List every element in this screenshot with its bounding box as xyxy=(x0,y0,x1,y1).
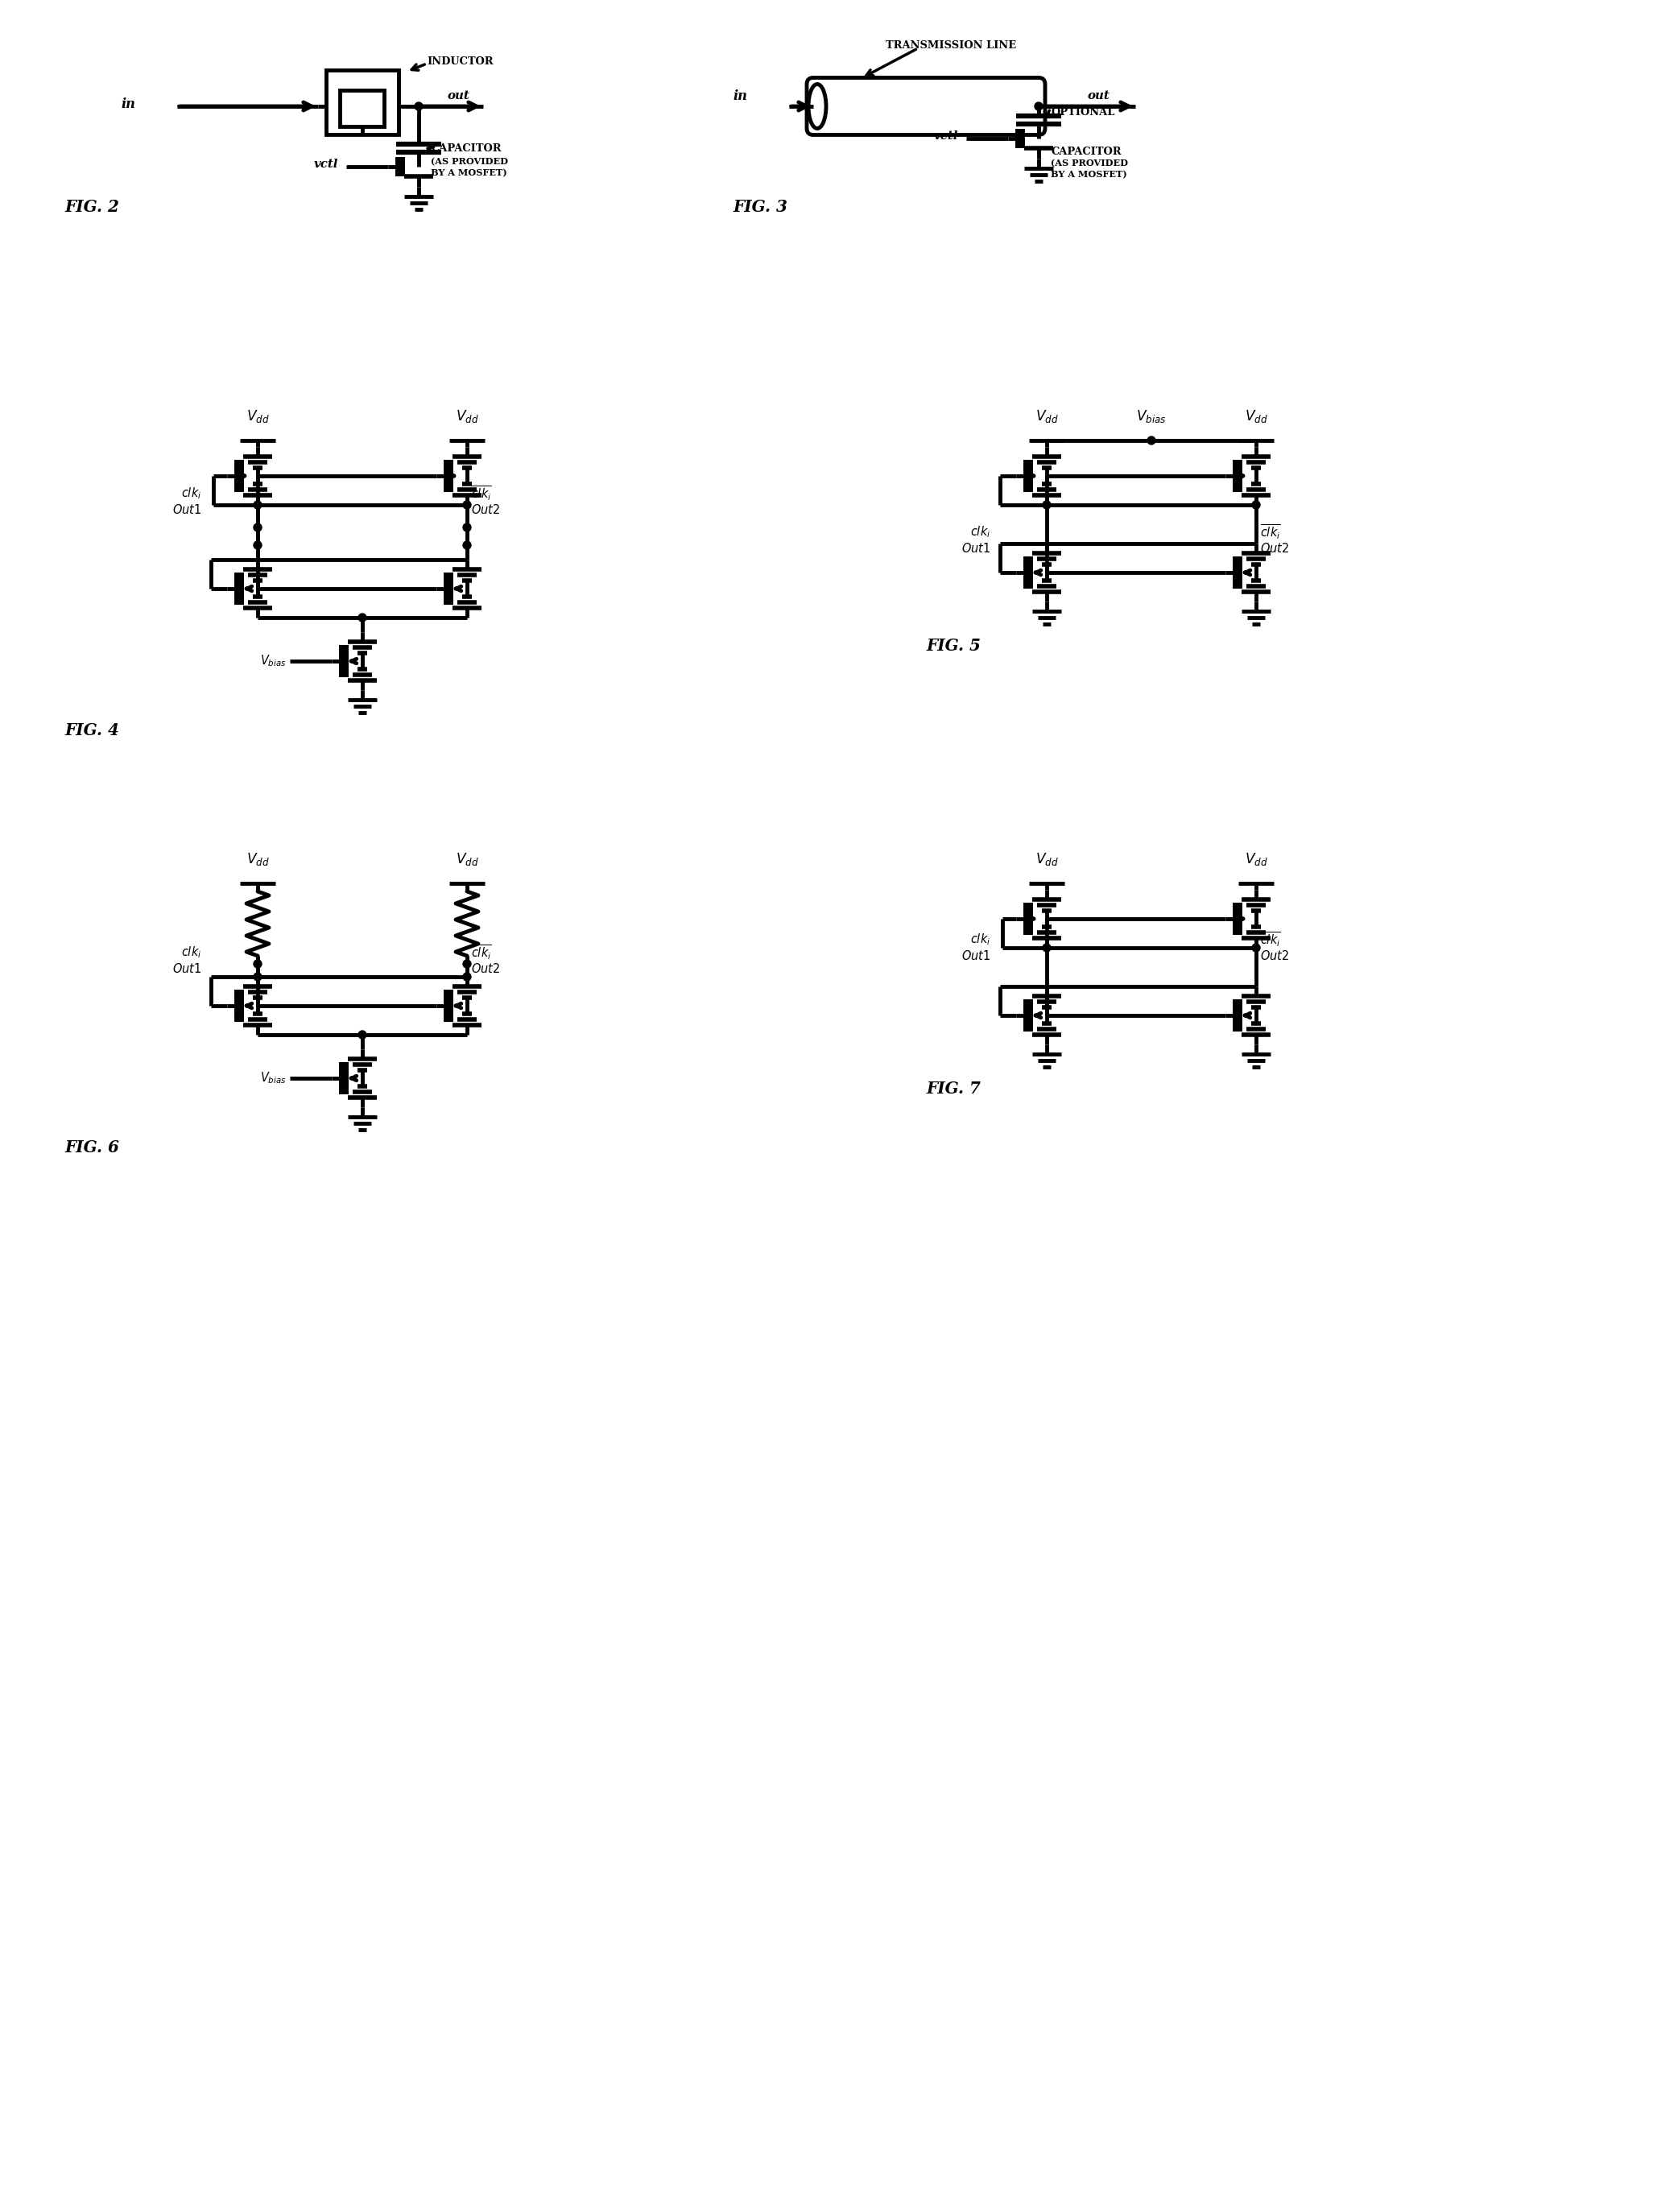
Circle shape xyxy=(463,542,471,549)
Circle shape xyxy=(253,973,261,980)
Text: $V_{dd}$: $V_{dd}$ xyxy=(1035,409,1058,425)
Text: $V_{dd}$: $V_{dd}$ xyxy=(1035,852,1058,867)
Text: $V_{bias}$: $V_{bias}$ xyxy=(260,653,286,668)
Circle shape xyxy=(253,960,261,969)
Circle shape xyxy=(1147,436,1155,445)
Text: FIG. 5: FIG. 5 xyxy=(926,637,980,655)
Text: $Out1$: $Out1$ xyxy=(962,542,990,555)
Bar xyxy=(341,91,385,126)
Text: $clk_i$: $clk_i$ xyxy=(182,487,202,502)
Text: $Out2$: $Out2$ xyxy=(1260,542,1289,555)
Text: $V_{dd}$: $V_{dd}$ xyxy=(456,409,479,425)
Bar xyxy=(326,71,398,135)
Circle shape xyxy=(359,613,367,622)
Circle shape xyxy=(253,524,261,531)
Text: vctl: vctl xyxy=(934,131,959,142)
Text: $Out1$: $Out1$ xyxy=(962,949,990,962)
Text: FIG. 7: FIG. 7 xyxy=(926,1082,980,1097)
Text: in: in xyxy=(121,97,136,111)
Circle shape xyxy=(463,960,471,969)
Text: FIG. 3: FIG. 3 xyxy=(732,199,787,215)
Text: $Out1$: $Out1$ xyxy=(172,962,202,975)
Text: $V_{dd}$: $V_{dd}$ xyxy=(456,852,479,867)
Ellipse shape xyxy=(808,84,826,128)
Text: $\overline{clk_i}$: $\overline{clk_i}$ xyxy=(471,484,491,502)
Circle shape xyxy=(1043,945,1051,951)
Circle shape xyxy=(463,524,471,531)
Circle shape xyxy=(253,542,261,549)
Text: TRANSMISSION LINE: TRANSMISSION LINE xyxy=(886,40,1017,51)
Text: in: in xyxy=(732,88,747,102)
Text: vctl: vctl xyxy=(314,159,339,170)
Text: $V_{dd}$: $V_{dd}$ xyxy=(246,852,269,867)
Text: $\overline{clk_i}$: $\overline{clk_i}$ xyxy=(1260,931,1281,949)
Text: INDUCTOR: INDUCTOR xyxy=(426,58,493,66)
Text: $Out2$: $Out2$ xyxy=(471,504,501,515)
Text: out: out xyxy=(446,91,469,102)
Circle shape xyxy=(1251,500,1260,509)
Circle shape xyxy=(463,500,471,509)
Text: $Out2$: $Out2$ xyxy=(1260,949,1289,962)
Text: FIG. 6: FIG. 6 xyxy=(64,1139,119,1155)
Text: BY A MOSFET): BY A MOSFET) xyxy=(1051,170,1127,179)
Text: $\overline{clk_i}$: $\overline{clk_i}$ xyxy=(471,942,491,962)
Text: $V_{bias}$: $V_{bias}$ xyxy=(1136,409,1167,425)
Text: out: out xyxy=(1088,91,1109,102)
Circle shape xyxy=(359,1031,367,1040)
Text: FIG. 2: FIG. 2 xyxy=(64,199,119,215)
Text: CAPACITOR: CAPACITOR xyxy=(1051,146,1121,157)
Text: $V_{dd}$: $V_{dd}$ xyxy=(1245,409,1268,425)
Text: $V_{bias}$: $V_{bias}$ xyxy=(260,1071,286,1086)
Text: $V_{dd}$: $V_{dd}$ xyxy=(246,409,269,425)
Text: $\overline{clk_i}$: $\overline{clk_i}$ xyxy=(1260,522,1281,542)
Text: BY A MOSFET): BY A MOSFET) xyxy=(431,168,507,177)
Circle shape xyxy=(1043,500,1051,509)
Text: (AS PROVIDED: (AS PROVIDED xyxy=(1051,159,1127,168)
Text: $Out1$: $Out1$ xyxy=(172,504,202,515)
Circle shape xyxy=(253,500,261,509)
Text: $clk_i$: $clk_i$ xyxy=(970,931,990,947)
Circle shape xyxy=(1035,102,1043,111)
FancyBboxPatch shape xyxy=(807,77,1045,135)
Circle shape xyxy=(1251,945,1260,951)
Circle shape xyxy=(415,102,423,111)
Text: $V_{dd}$: $V_{dd}$ xyxy=(1245,852,1268,867)
Text: CAPACITOR: CAPACITOR xyxy=(431,144,501,155)
Text: $Out2$: $Out2$ xyxy=(471,962,501,975)
Text: $clk_i$: $clk_i$ xyxy=(182,945,202,960)
Circle shape xyxy=(463,973,471,980)
Text: OPTIONAL: OPTIONAL xyxy=(1051,108,1114,117)
Text: (AS PROVIDED: (AS PROVIDED xyxy=(431,157,507,166)
Text: $clk_i$: $clk_i$ xyxy=(970,524,990,540)
Text: FIG. 4: FIG. 4 xyxy=(64,723,119,739)
